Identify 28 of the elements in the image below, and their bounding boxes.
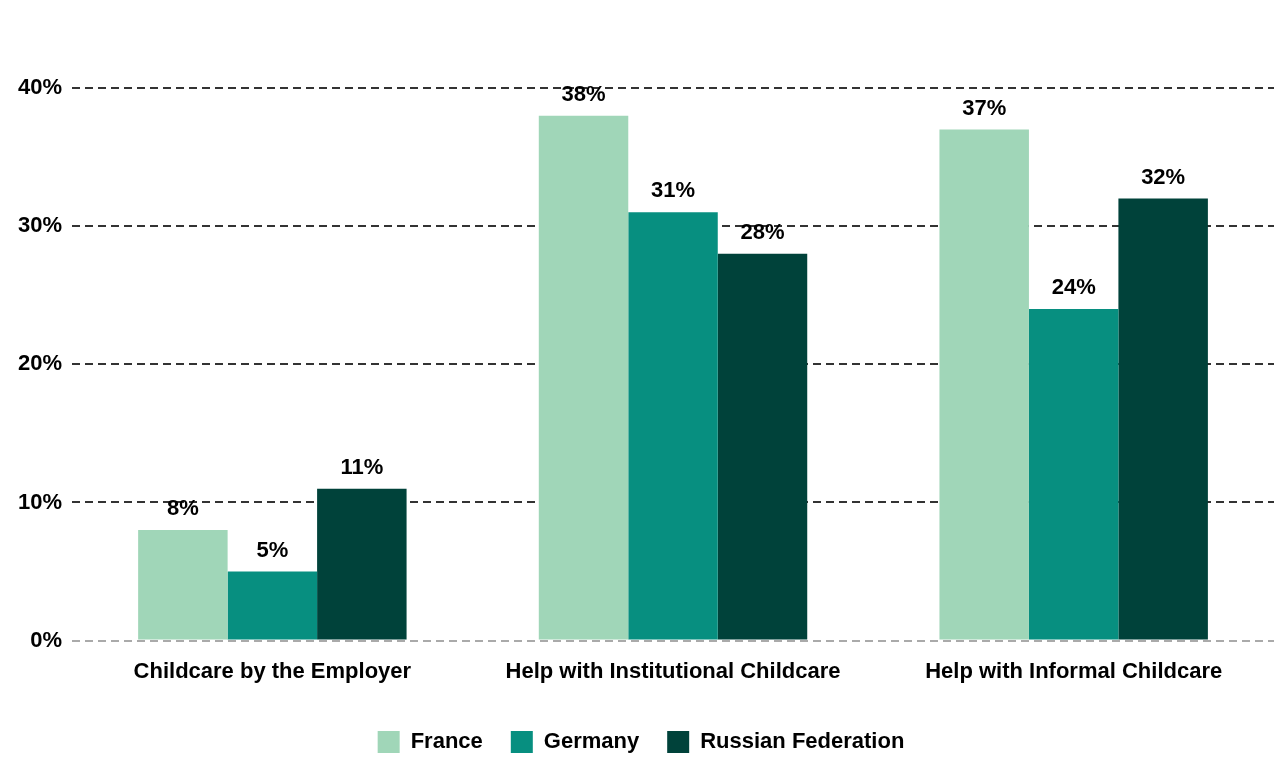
data-label: 32% [1141, 163, 1186, 189]
data-label: 8% [166, 495, 199, 521]
y-tick-label: 20% [17, 350, 63, 376]
legend-label: Russian Federation [700, 728, 905, 754]
y-tick-label: 0% [30, 626, 63, 652]
bar [538, 115, 629, 640]
data-label: 24% [1051, 274, 1096, 300]
bar [227, 571, 318, 640]
legend-label: France [410, 728, 483, 754]
x-tick-label: Help with Institutional Childcare [505, 657, 841, 683]
x-tick-label: Help with Informal Childcare [925, 657, 1223, 683]
data-label: 38% [561, 80, 606, 106]
bar [1118, 198, 1208, 640]
bar [1028, 309, 1119, 640]
data-label: 31% [650, 177, 696, 203]
bar [628, 212, 718, 640]
legend-label: Germany [543, 728, 640, 754]
bar [939, 129, 1029, 640]
y-tick-label: 30% [17, 212, 63, 238]
bar [138, 530, 228, 640]
data-label: 11% [340, 453, 384, 479]
y-tick-label: 10% [17, 488, 63, 514]
data-label: 5% [256, 536, 289, 562]
bar [717, 253, 808, 640]
bar [317, 488, 407, 640]
data-label: 37% [962, 94, 1007, 120]
x-tick-label: Childcare by the Employer [133, 657, 412, 683]
y-tick-label: 40% [17, 74, 63, 100]
